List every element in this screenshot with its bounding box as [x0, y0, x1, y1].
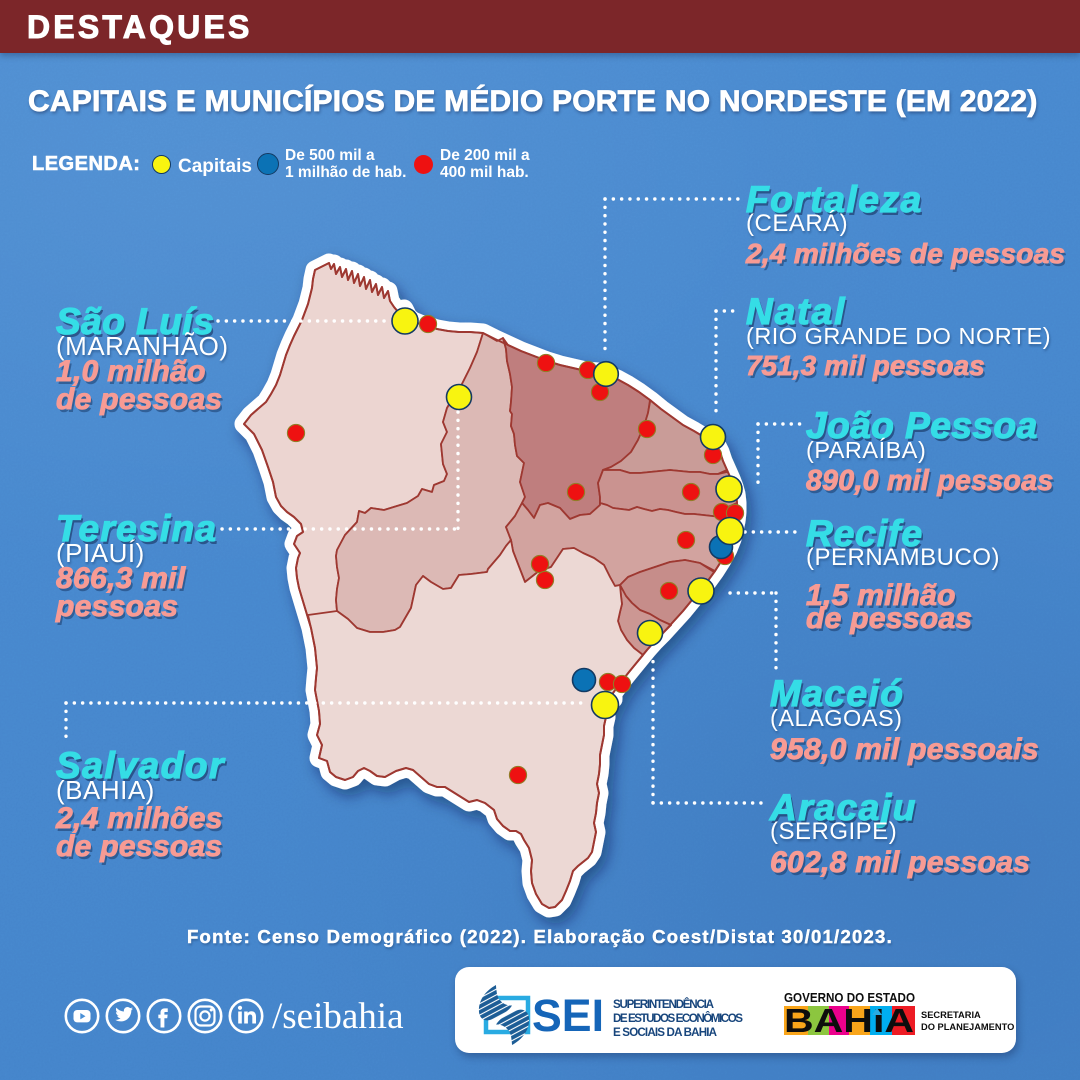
- svg-text:GOVERNO DO ESTADO: GOVERNO DO ESTADO: [784, 990, 915, 1005]
- svg-text:DE ESTUDOS ECONÔMICOS: DE ESTUDOS ECONÔMICOS: [613, 1012, 743, 1025]
- svg-text:E SOCIAIS DA BAHIA: E SOCIAIS DA BAHIA: [613, 1026, 718, 1039]
- svg-text:SECRETARIA: SECRETARIA: [921, 1010, 981, 1020]
- svg-text:SUPERINTENDÊNCIA: SUPERINTENDÊNCIA: [613, 998, 715, 1011]
- svg-text:BAHIA: BAHIA: [784, 1002, 914, 1039]
- svg-text:DO PLANEJAMENTO: DO PLANEJAMENTO: [921, 1022, 1014, 1032]
- svg-text:SEI: SEI: [532, 990, 604, 1041]
